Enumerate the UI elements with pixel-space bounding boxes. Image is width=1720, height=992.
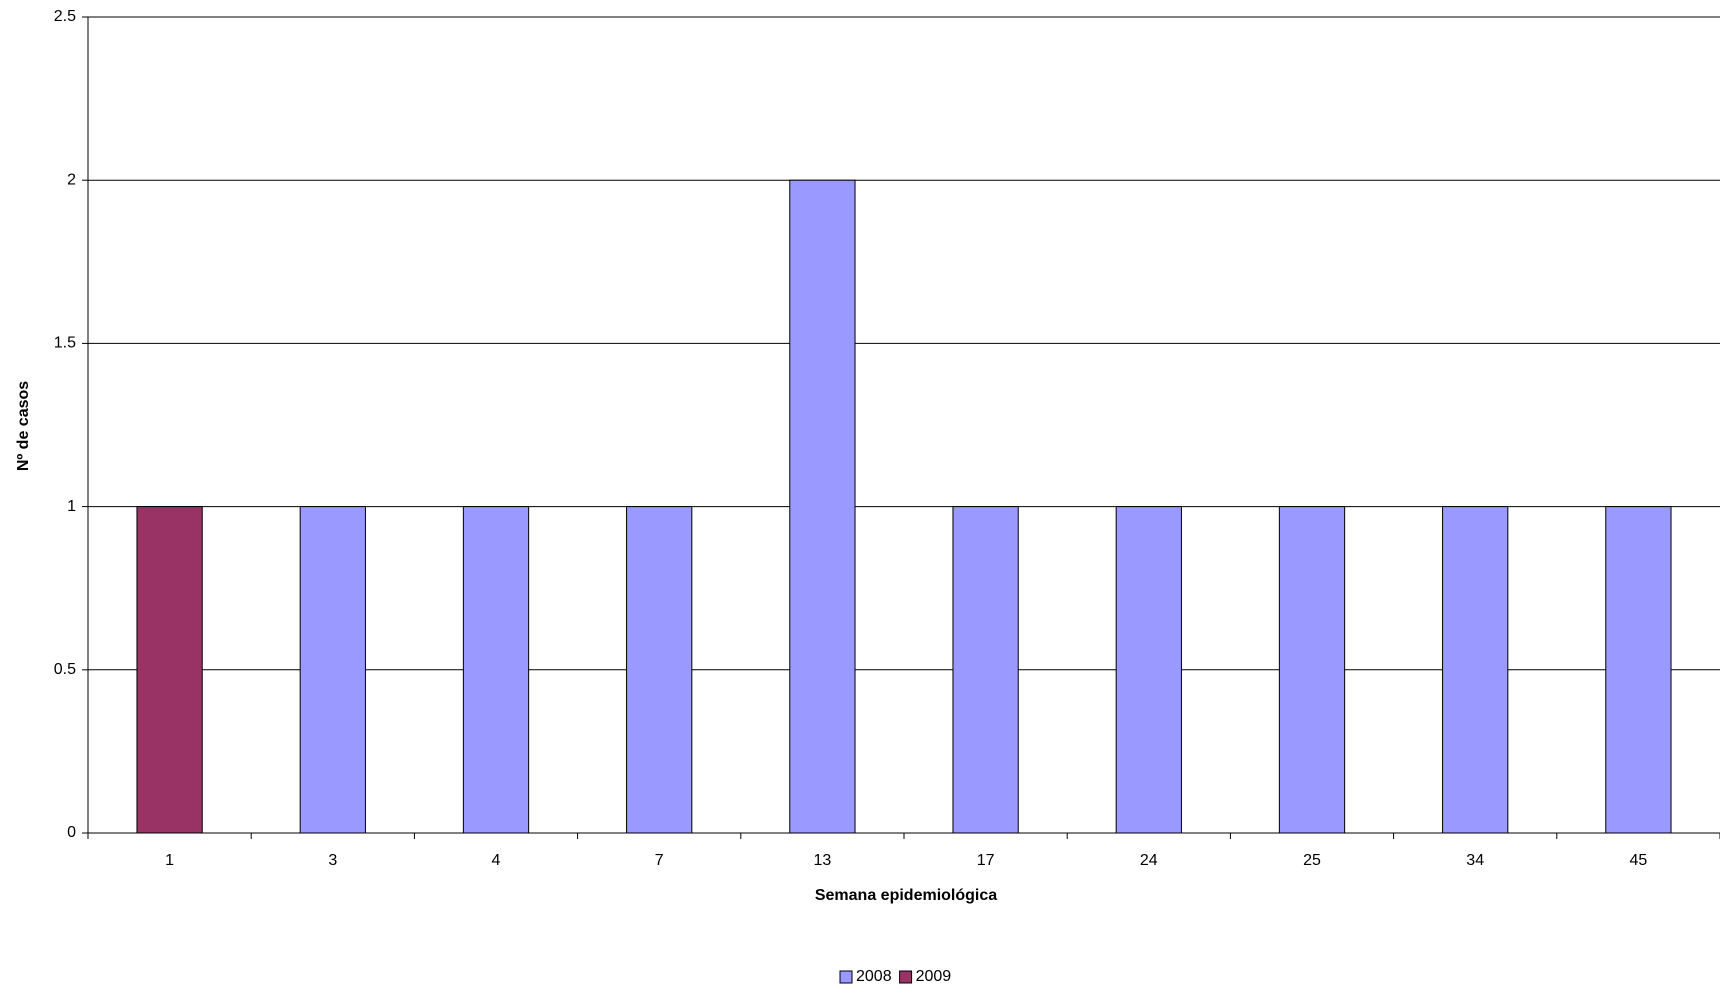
bar bbox=[789, 179, 856, 834]
bar bbox=[952, 506, 1019, 834]
x-tick-label: 4 bbox=[492, 852, 501, 869]
bar bbox=[299, 506, 366, 834]
legend-swatch bbox=[839, 970, 853, 984]
x-axis-title: Semana epidemiológica bbox=[815, 887, 997, 904]
y-tick-label: 0 bbox=[67, 824, 76, 841]
bar bbox=[1442, 506, 1509, 834]
y-tick-label: 2 bbox=[67, 171, 76, 188]
bar bbox=[462, 506, 530, 834]
x-tick-label: 1 bbox=[165, 852, 174, 869]
legend-label: 2009 bbox=[916, 968, 952, 985]
x-tick-label: 34 bbox=[1466, 852, 1484, 869]
y-tick-label: 1 bbox=[67, 498, 76, 515]
x-tick-label: 7 bbox=[655, 852, 664, 869]
y-tick-label: 1.5 bbox=[54, 335, 76, 352]
x-tick-label: 24 bbox=[1140, 852, 1158, 869]
bar bbox=[626, 506, 693, 834]
bar bbox=[1278, 506, 1346, 834]
bar bbox=[136, 506, 203, 834]
x-tick-label: 45 bbox=[1630, 852, 1648, 869]
y-tick-label: 0.5 bbox=[54, 661, 76, 678]
x-tick-label: 25 bbox=[1303, 852, 1321, 869]
legend-swatch bbox=[899, 970, 913, 984]
x-tick-label: 13 bbox=[814, 852, 832, 869]
y-axis-title: Nº de casos bbox=[15, 381, 32, 471]
x-tick-label: 3 bbox=[328, 852, 337, 869]
bar bbox=[1115, 506, 1182, 834]
legend-label: 2008 bbox=[856, 968, 892, 985]
x-tick-label: 17 bbox=[977, 852, 995, 869]
bar bbox=[1605, 506, 1672, 834]
y-tick-label: 2.5 bbox=[54, 8, 76, 25]
